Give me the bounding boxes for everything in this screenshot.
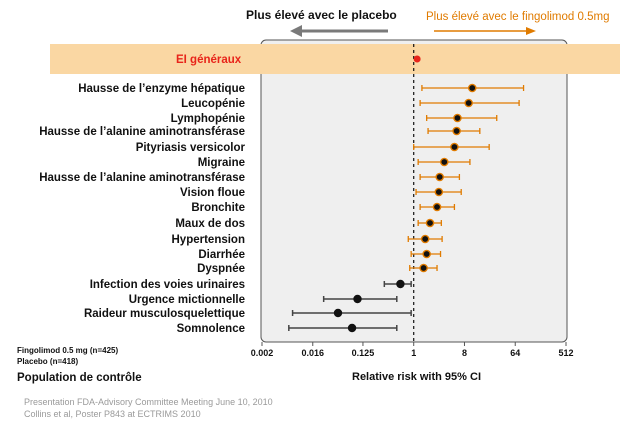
point-estimate — [347, 323, 357, 333]
x-tick-label: 0.125 — [352, 348, 375, 358]
placebo-header-label: Plus élevé avec le placebo — [246, 8, 397, 22]
x-tick-label: 64 — [510, 348, 520, 358]
row-label: Hausse de l’alanine aminotransférase — [39, 172, 245, 184]
point-estimate — [432, 202, 442, 212]
source-line-1: Presentation FDA-Advisory Committee Meet… — [24, 397, 273, 407]
x-axis: 0.002 0.016 0.125 1 8 64 512 — [251, 342, 574, 358]
row-label: Maux de dos — [175, 218, 245, 230]
point-estimate — [333, 308, 343, 318]
x-tick-label: 8 — [462, 348, 467, 358]
point-estimate — [450, 142, 459, 152]
row-label: Migraine — [198, 157, 245, 169]
point-estimate — [452, 126, 461, 136]
point-estimate — [467, 83, 477, 93]
overall-highlight-band — [50, 44, 620, 74]
chart-marks — [288, 55, 525, 333]
fingolimod-header-label: Plus élevé avec le fingolimod 0.5mg — [426, 11, 609, 23]
row-label: Raideur musculosquelettique — [84, 308, 245, 320]
placebo-arrow-head — [290, 25, 302, 37]
row-label: Somnolence — [177, 323, 245, 335]
row-label: Leucopénie — [181, 98, 245, 110]
x-tick-label: 0.016 — [301, 348, 324, 358]
point-estimate — [434, 187, 444, 197]
legend-group1: Fingolimod 0.5 mg (n=425) — [17, 346, 118, 355]
row-label: Diarrhée — [198, 249, 245, 261]
x-tick-label: 1 — [411, 348, 416, 358]
point-estimate — [420, 234, 430, 244]
point-estimate — [396, 279, 405, 289]
point-estimate — [435, 172, 445, 182]
point-estimate — [425, 218, 435, 228]
overall-point — [413, 55, 421, 63]
point-estimate — [419, 263, 428, 273]
row-label: Hausse de l’enzyme hépatique — [78, 83, 245, 95]
row-label: Urgence mictionnelle — [129, 294, 245, 306]
fingolimod-arrow-head — [526, 27, 536, 35]
row-label: Infection des voies urinaires — [90, 279, 245, 291]
row-label: Hausse de l’alanine aminotransférase — [39, 126, 245, 138]
population-label: Population de contrôle — [17, 372, 142, 384]
x-axis-label: Relative risk with 95% CI — [352, 371, 481, 383]
point-estimate — [353, 294, 362, 304]
point-estimate — [453, 113, 462, 123]
row-label: Bronchite — [191, 202, 245, 214]
row-label: Lymphopénie — [171, 113, 245, 125]
x-tick-label: 512 — [558, 348, 573, 358]
point-estimate — [439, 157, 449, 167]
row-labels: EI généraux Hausse de l’enzyme hépatique L… — [39, 54, 245, 335]
x-tick-label: 0.002 — [251, 348, 274, 358]
point-estimate — [422, 249, 431, 259]
row-label: Dyspnée — [197, 263, 245, 275]
legend-group2: Placebo (n=418) — [17, 357, 78, 366]
point-estimate — [464, 98, 473, 108]
overall-label: EI généraux — [176, 54, 242, 66]
source-line-2: Collins et al, Poster P843 at ECTRIMS 20… — [24, 409, 201, 419]
row-label: Pityriasis versicolor — [136, 142, 246, 154]
row-label: Hypertension — [172, 234, 246, 246]
row-label: Vision floue — [180, 187, 245, 199]
